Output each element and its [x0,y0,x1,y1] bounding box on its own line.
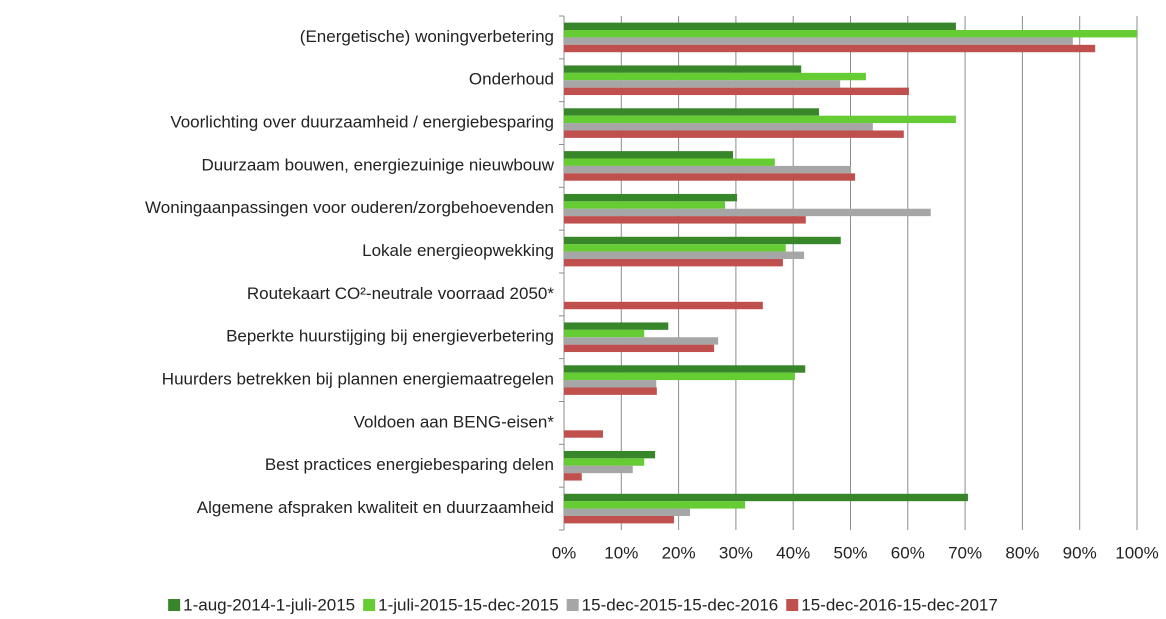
y-tick-label: Voorlichting over duurzaamheid / energie… [170,113,554,132]
bar [564,508,691,516]
bar [564,30,1137,38]
bar [564,193,738,202]
legend-swatch [566,599,579,611]
legend-swatch [786,599,799,611]
x-tick-label: 20% [662,543,696,562]
y-tick-label: Voldoen aan BENG-eisen* [354,412,555,431]
y-tick-label: (Energetische) woningverbetering [300,27,554,46]
bar [564,44,1096,53]
bar [564,301,763,310]
bar [564,236,841,245]
x-tick-label: 50% [833,543,867,562]
bar [564,80,841,88]
x-tick-label: 0% [552,543,577,562]
x-tick-label: 60% [891,543,925,562]
bar [564,244,786,252]
y-tick-label: Lokale energieopwekking [362,241,554,260]
x-tick-label: 100% [1115,543,1158,562]
legend-label: 15-dec-2015-15-dec-2016 [582,595,779,614]
bar [564,337,719,345]
bar [564,372,795,381]
bar [564,380,657,388]
y-tick-label: Onderhoud [469,70,554,89]
bar [564,165,852,174]
y-tick-label: Algemene afspraken kwaliteit en duurzaam… [197,498,554,517]
y-tick-label: Routekaart CO²-neutrale voorraad 2050* [247,284,554,303]
bar [564,365,806,373]
x-tick-label: 70% [948,543,982,562]
bar [564,493,968,502]
legend-swatch [363,599,376,611]
bar [564,450,656,459]
y-tick-label: Woningaanpassingen voor ouderen/zorgbeho… [145,198,554,217]
bar [564,115,956,124]
legend-swatch [168,599,181,611]
bar [564,37,1073,45]
bar [564,208,931,217]
bar [564,123,873,131]
bar [564,216,806,224]
bar [564,251,805,259]
bar [564,87,909,96]
bar [564,22,956,31]
bar [564,258,783,267]
bar [564,201,726,209]
bar [564,465,633,474]
bar [564,158,775,166]
bar [564,108,819,116]
bar [564,430,603,438]
y-tick-label: Best practices energiebesparing delen [265,455,554,474]
x-tick-label: 30% [719,543,753,562]
bar [564,458,645,466]
x-tick-label: 10% [604,543,638,562]
x-tick-label: 80% [1005,543,1039,562]
legend-label: 1-aug-2014-1-juli-2015 [183,595,355,614]
legend-label: 1-juli-2015-15-dec-2015 [378,595,559,614]
bar [564,173,856,181]
legend-label: 15-dec-2016-15-dec-2017 [801,595,998,614]
y-tick-label: Huurders betrekken bij plannen energiema… [162,370,554,389]
bar [564,501,746,509]
bar [564,72,866,81]
y-tick-label: Beperkte huurstijging bij energieverbete… [226,327,554,346]
bar [564,387,657,395]
x-tick-label: 40% [776,543,810,562]
x-tick-label: 90% [1063,543,1097,562]
bar [564,130,904,138]
bar [564,473,582,481]
bar [564,515,675,524]
bar [564,65,802,73]
bar [564,322,669,330]
bar [564,329,645,338]
y-tick-label: Duurzaam bouwen, energiezuinige nieuwbou… [201,155,554,174]
bar [564,344,715,353]
bar [564,151,734,159]
